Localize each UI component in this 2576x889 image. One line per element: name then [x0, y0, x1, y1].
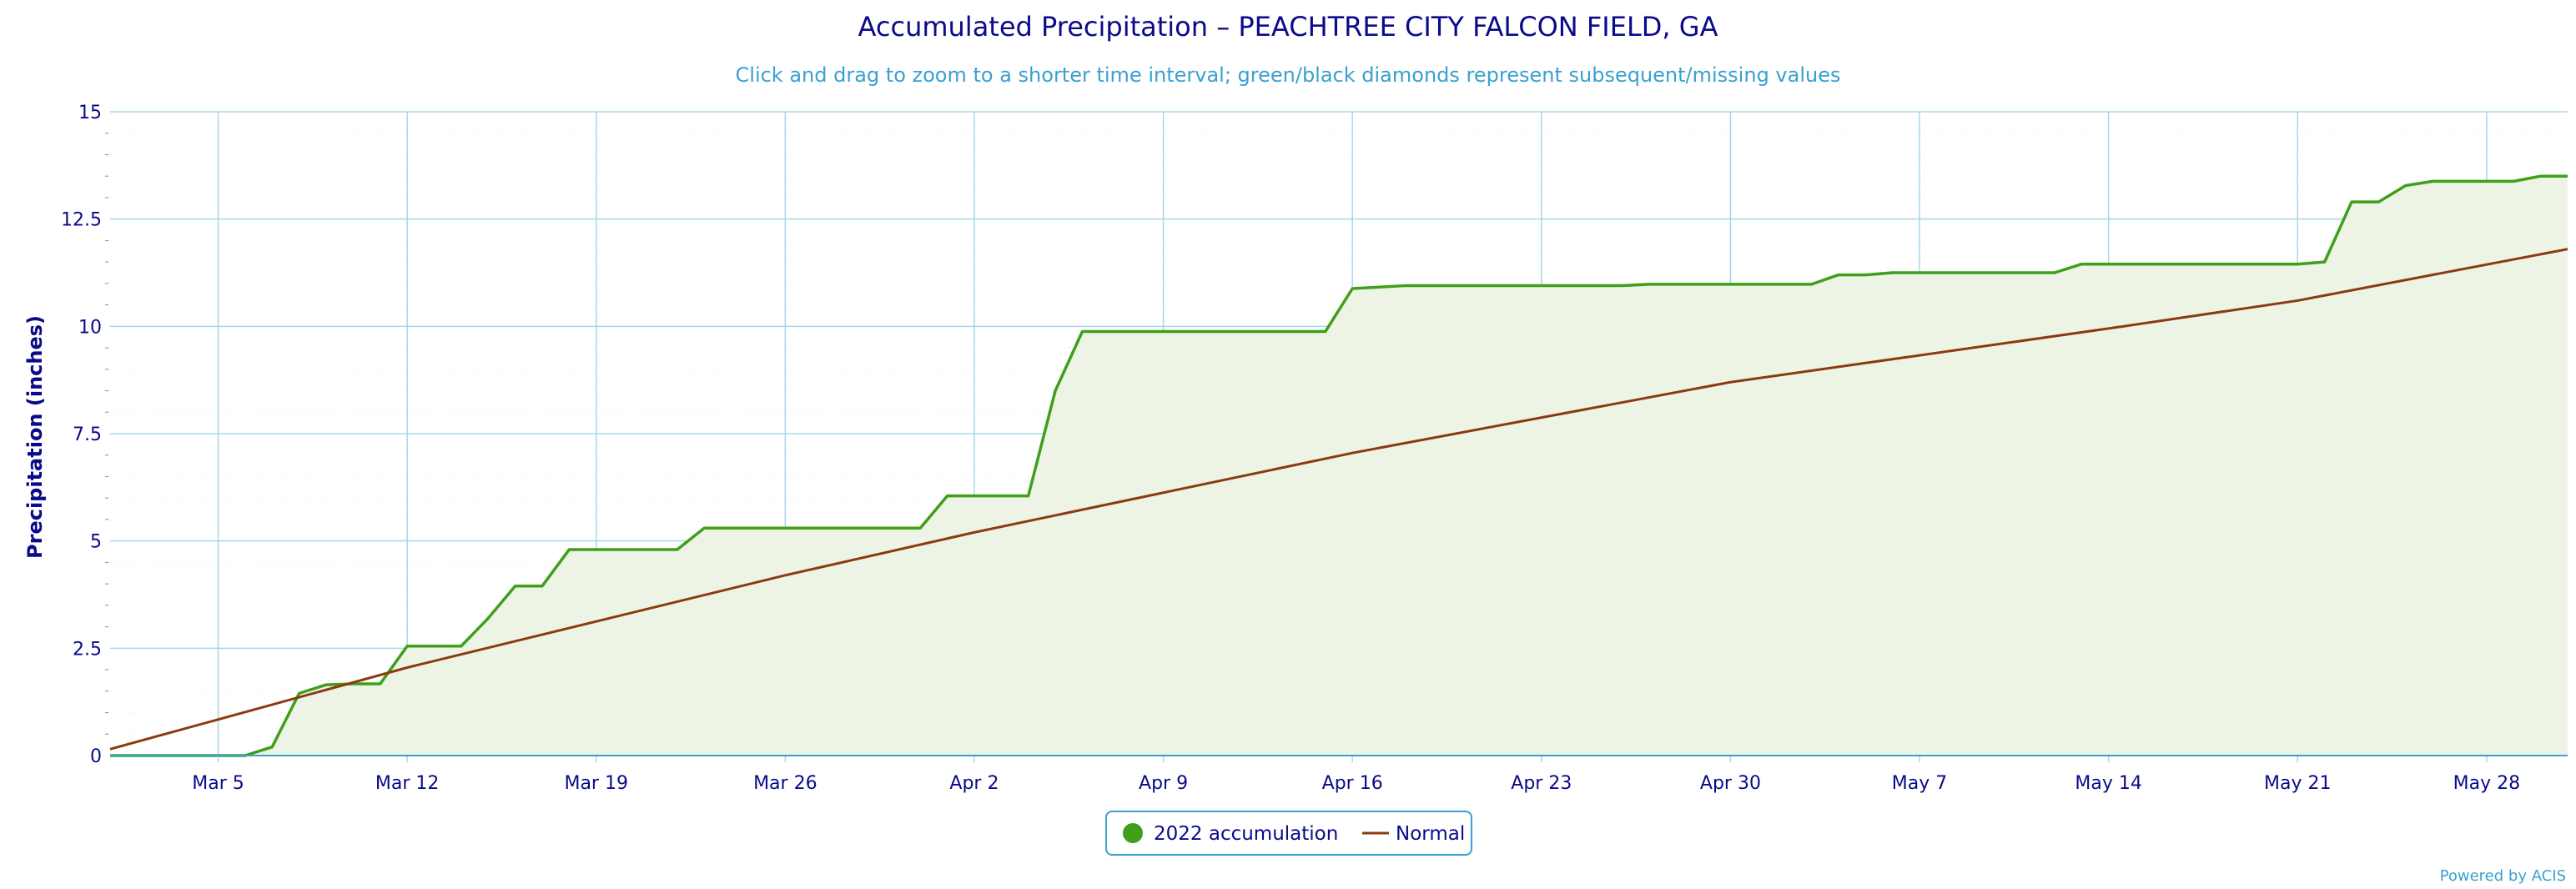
legend-item-normal[interactable]: Normal [1362, 823, 1465, 845]
x-tick-label: Apr 16 [1322, 773, 1383, 794]
legend-item-accumulation[interactable]: 2022 accumulation [1123, 823, 1338, 845]
legend-label-accumulation: 2022 accumulation [1154, 823, 1338, 845]
x-tick-label: May 21 [2264, 773, 2331, 794]
x-tick-label: Apr 23 [1511, 773, 1572, 794]
x-tick-label: Mar 5 [192, 773, 244, 794]
x-tick-label: Mar 12 [375, 773, 440, 794]
y-axis-label: Precipitation (inches) [23, 315, 47, 559]
y-tick-label: 10 [78, 317, 102, 338]
y-tick-label: 2.5 [73, 639, 102, 660]
plot-area[interactable] [109, 174, 2568, 757]
chart-title: Accumulated Precipitation – PEACHTREE CI… [858, 11, 1718, 43]
x-tick-label: Mar 19 [564, 773, 628, 794]
x-tick-label: Apr 9 [1139, 773, 1188, 794]
y-tick-label: 7.5 [73, 424, 102, 445]
legend-box [1105, 811, 1472, 856]
legend-marker-accumulation [1123, 823, 1143, 843]
y-tick-label: 15 [78, 103, 102, 123]
accumulation-area [110, 176, 2568, 756]
y-tick-label: 12.5 [61, 210, 102, 231]
legend-label-normal: Normal [1396, 823, 1465, 845]
y-tick-label: 0 [90, 746, 102, 767]
x-tick-label: Mar 26 [753, 773, 818, 794]
x-tick-label: May 7 [1892, 773, 1947, 794]
x-tick-label: May 28 [2453, 773, 2520, 794]
x-tick-label: May 14 [2075, 773, 2141, 794]
x-tick-label: Apr 30 [1700, 773, 1761, 794]
accumulation-line[interactable] [110, 174, 2568, 757]
chart-subtitle: Click and drag to zoom to a shorter time… [736, 63, 1841, 87]
axes: 0 2.5 5 7.5 10 12.5 15 Mar 5 Mar 12 Mar 19 Mar 26 A… [61, 103, 2568, 794]
legend[interactable]: 2022 accumulation Normal [1105, 811, 1472, 856]
credit-link[interactable]: Powered by ACIS [2440, 867, 2566, 885]
y-tick-label: 5 [90, 532, 102, 553]
normal-line[interactable] [109, 248, 2568, 751]
x-tick-label: Apr 2 [949, 773, 999, 794]
